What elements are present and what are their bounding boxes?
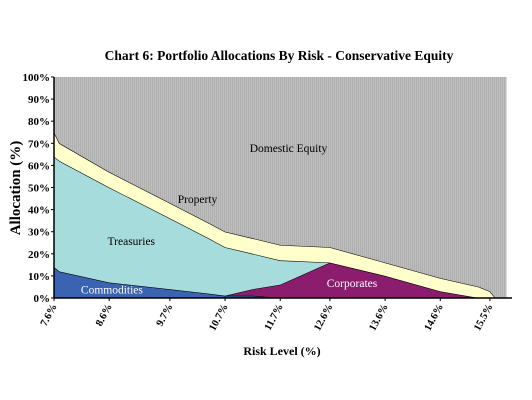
x-tick-label: 7.6% — [39, 302, 60, 328]
x-tick-label: 13.6% — [367, 302, 390, 333]
x-tick-label: 14.6% — [423, 302, 446, 333]
area-treasuries — [54, 156, 507, 298]
y-tick-label: 10% — [28, 271, 50, 283]
axes: 0% 10% 20% 30% 40% 50% 60% 70% 80% 90% 100% 7.6% 8.6… — [23, 72, 512, 333]
label-corporates: Corporates — [327, 278, 378, 290]
y-tick-label: 60% — [28, 160, 50, 172]
x-axis-label: Risk Level (%) — [243, 344, 320, 358]
label-property: Property — [178, 194, 218, 206]
y-tick-label: 80% — [28, 116, 50, 128]
y-tick-label: 20% — [28, 249, 50, 261]
chart-title: Chart 6: Portfolio Allocations By Risk -… — [105, 48, 454, 63]
label-commodities: Commodities — [81, 285, 144, 297]
y-tick-label: 40% — [28, 205, 50, 217]
y-tick-label: 90% — [28, 94, 50, 106]
area-commodities — [54, 267, 507, 298]
plot-areas — [53, 77, 507, 299]
y-tick-label: 50% — [28, 183, 50, 195]
x-tick-label: 9.7% — [155, 302, 176, 328]
x-tick-label: 8.6% — [94, 302, 115, 328]
x-tick-label: 10.7% — [207, 302, 230, 333]
area-labels: Commodities Corporates Treasuries Property D… — [81, 143, 378, 297]
label-treasuries: Treasuries — [108, 236, 156, 248]
y-tick-label: 30% — [28, 227, 50, 239]
y-tick-label: 0% — [34, 293, 51, 305]
area-corporates — [54, 262, 507, 298]
x-tick-label: 11.7% — [263, 302, 286, 332]
area-domestic-equity — [54, 77, 507, 298]
label-domestic-equity: Domestic Equity — [250, 143, 328, 155]
x-tick-label: 15.5% — [472, 302, 495, 333]
y-tick-label: 70% — [28, 138, 50, 150]
y-tick-label: 100% — [23, 72, 51, 84]
x-tick-label: 12.6% — [312, 302, 335, 333]
y-axis-label: Allocation (%) — [8, 141, 24, 236]
